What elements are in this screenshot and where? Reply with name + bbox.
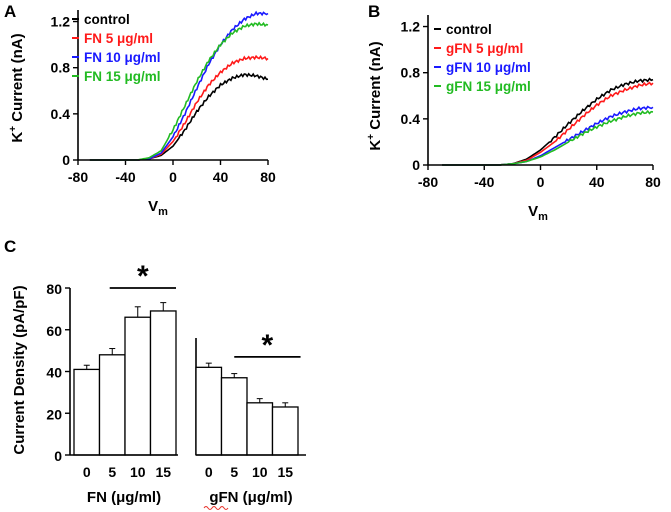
panel-b-y-tick-label: 0.4 bbox=[401, 111, 421, 127]
panel-b-y-label-sup: + bbox=[366, 134, 377, 140]
panel-a-x-label-sub: m bbox=[158, 206, 168, 218]
panel-c-y-label: Current Density (pA/pF) bbox=[11, 285, 28, 454]
panel-c-bar bbox=[98, 354, 126, 456]
panel-a-x-tick-label: 80 bbox=[260, 169, 276, 185]
panel-a-legend-label: FN 5 μg/ml bbox=[84, 31, 153, 46]
panel-a-x-tick-label: 40 bbox=[213, 169, 229, 185]
panel-a-x-label: Vm bbox=[148, 198, 168, 218]
panel-b-y-label-rest: Current (nA) bbox=[367, 41, 384, 134]
panel-c-category-label: 10 bbox=[130, 464, 146, 480]
panel-a-x-tick-label: 0 bbox=[169, 169, 177, 185]
panel-c-chart: 0 20 40 60 80 0 5 10 15 * 0 5 10 15 * Current Density… bbox=[11, 260, 306, 510]
panel-c-bar bbox=[73, 368, 101, 456]
panel-c-ticks: 0 20 40 60 80 bbox=[46, 281, 70, 464]
panel-c-category-label: 0 bbox=[83, 464, 91, 480]
panel-b-x-tick-label: -80 bbox=[418, 174, 438, 190]
panel-a-legend-label: FN 10 μg/ml bbox=[84, 50, 161, 65]
panel-b-x-label-sub: m bbox=[538, 211, 548, 223]
panel-c-group-label-gfn: gFN (μg/ml) bbox=[209, 489, 292, 506]
panel-a-legend-label: FN 15 μg/ml bbox=[84, 69, 161, 84]
panel-a-y-tick-label: 0.8 bbox=[51, 60, 71, 76]
panel-c-significance-star: * bbox=[262, 329, 274, 362]
panel-a-x-tick-label: -40 bbox=[115, 169, 135, 185]
panel-a-y-tick-label: 0.4 bbox=[51, 106, 71, 122]
panel-b-legend-label: gFN 10 μg/ml bbox=[446, 60, 531, 75]
panel-a-label: A bbox=[4, 2, 16, 21]
panel-b-legend-label: gFN 15 μg/ml bbox=[446, 79, 531, 94]
panel-c-group-label-fn: FN (μg/ml) bbox=[87, 489, 161, 506]
panel-c-category-label: 15 bbox=[155, 464, 171, 480]
panel-b-x-label-main: V bbox=[528, 203, 538, 220]
panel-c-bar bbox=[195, 366, 223, 456]
panel-b-x-tick-label: 80 bbox=[645, 174, 661, 190]
panel-a-legend-label: control bbox=[84, 12, 130, 27]
panel-b-series-line bbox=[442, 109, 654, 166]
spellcheck-underline bbox=[203, 506, 229, 510]
panel-b-label: B bbox=[368, 2, 380, 21]
panel-a-chart: -80 -40 0 40 80 0 0.4 0.8 1.2 control FN 5 μg/ml F… bbox=[8, 10, 276, 218]
panel-c-bar bbox=[246, 402, 274, 456]
panel-c-y-tick-label: 20 bbox=[46, 406, 62, 422]
panel-b-chart: -80 -40 0 40 80 0 0.4 0.8 1.2 control gFN 5 μg/ml… bbox=[366, 15, 661, 223]
panel-a-y-tick-label: 1.2 bbox=[51, 14, 71, 30]
panel-c-y-tick-label: 60 bbox=[46, 323, 62, 339]
panel-c-bar bbox=[220, 377, 248, 456]
panel-b-y-label: K+ Current (nA) bbox=[366, 41, 384, 150]
panel-c-bar bbox=[149, 310, 177, 456]
panel-b-y-tick-label: 1.2 bbox=[401, 19, 421, 35]
panel-c-category-label: 5 bbox=[230, 464, 238, 480]
panel-c-bar bbox=[124, 316, 152, 456]
panel-c-bar bbox=[271, 406, 299, 456]
panel-b-y-tick-label: 0.8 bbox=[401, 65, 421, 81]
panel-a-y-label-rest: Current (nA) bbox=[9, 33, 26, 126]
panel-b-series-line bbox=[442, 105, 654, 166]
panel-c-category-label: 5 bbox=[108, 464, 116, 480]
panel-b-x-tick-label: 0 bbox=[537, 174, 545, 190]
panel-a-x-tick-label: -80 bbox=[68, 169, 88, 185]
panel-b-grid-lines: -80 -40 0 40 80 0 0.4 0.8 1.2 bbox=[401, 19, 661, 190]
panel-a-y-label-sup: + bbox=[8, 126, 19, 132]
panel-c-y-tick-label: 80 bbox=[46, 281, 62, 297]
panel-c-bars: 0 5 10 15 * 0 5 10 15 * bbox=[73, 260, 301, 480]
panel-b-y-tick-label: 0 bbox=[412, 157, 420, 173]
panel-a-y-label-main: K bbox=[9, 132, 26, 143]
panel-c-y-tick-label: 40 bbox=[46, 365, 62, 381]
panel-c-significance-star: * bbox=[137, 260, 149, 293]
panel-a-grid-lines: -80 -40 0 40 80 0 0.4 0.8 1.2 bbox=[51, 14, 276, 185]
panel-c-category-label: 10 bbox=[252, 464, 268, 480]
panel-b-y-label-main: K bbox=[367, 140, 384, 151]
panel-a-y-tick-label: 0 bbox=[62, 152, 70, 168]
panel-c-category-label: 15 bbox=[277, 464, 293, 480]
panel-c-category-label: 0 bbox=[205, 464, 213, 480]
panel-b-x-tick-label: -40 bbox=[474, 174, 494, 190]
panel-b-legend: control gFN 5 μg/ml gFN 10 μg/ml gFN 15 μg/… bbox=[434, 22, 531, 94]
panel-a-legend: control FN 5 μg/ml FN 10 μg/ml FN 15 μg/ml bbox=[72, 12, 161, 84]
panel-b-x-tick-label: 40 bbox=[589, 174, 605, 190]
panel-b-x-label: Vm bbox=[528, 203, 548, 223]
panel-b-legend-label: gFN 5 μg/ml bbox=[446, 41, 523, 56]
panel-b-legend-label: control bbox=[446, 22, 492, 37]
panel-c-y-tick-label: 0 bbox=[54, 448, 62, 464]
panel-a-x-label-main: V bbox=[148, 198, 158, 215]
panel-a-y-label: K+ Current (nA) bbox=[8, 33, 26, 142]
panel-c-label: C bbox=[4, 237, 16, 256]
